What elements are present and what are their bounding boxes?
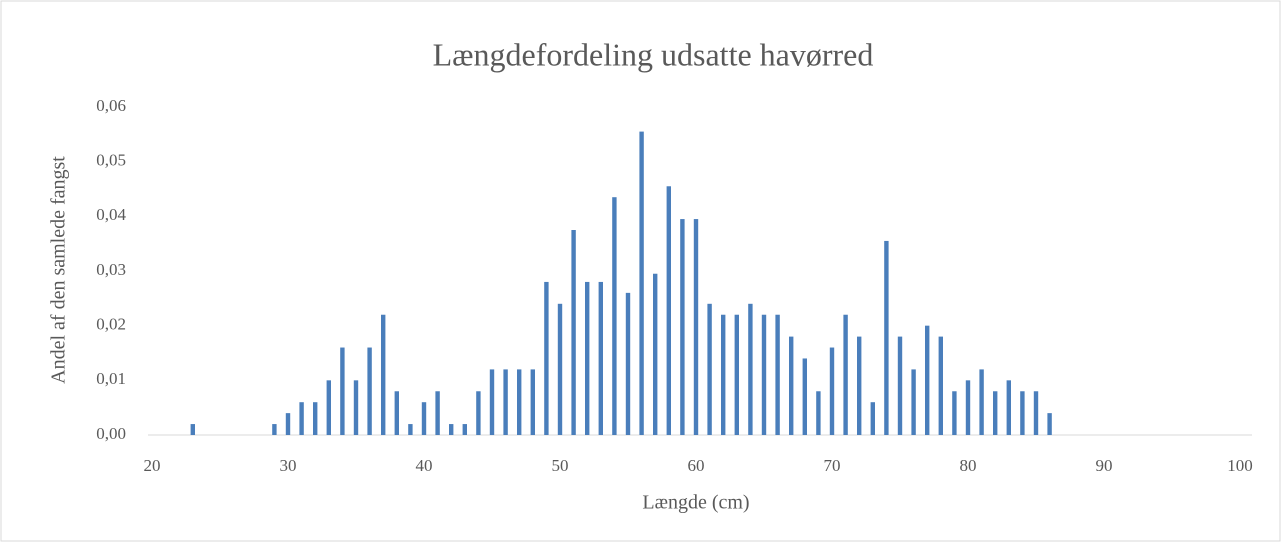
y-tick-label: 0,03 [96, 260, 126, 279]
bar [530, 369, 535, 435]
bar [285, 413, 291, 435]
bar [707, 303, 712, 435]
bar [612, 197, 617, 435]
bar [965, 380, 971, 435]
bar [884, 240, 889, 435]
bar [802, 358, 807, 435]
x-tick-label: 60 [688, 456, 705, 475]
bar [693, 219, 699, 435]
bar [979, 369, 984, 435]
bar [503, 369, 508, 435]
x-tick-label: 50 [552, 456, 569, 475]
y-tick-label: 0,05 [96, 151, 126, 170]
x-tick-label: 70 [824, 456, 841, 475]
bar [367, 347, 372, 435]
y-tick-label: 0,01 [96, 369, 126, 388]
bar [421, 402, 427, 435]
bar [394, 391, 399, 435]
bar [721, 314, 726, 435]
bar [734, 314, 739, 435]
bar [598, 281, 603, 435]
bar [1020, 391, 1025, 435]
bar [517, 369, 522, 435]
bar [639, 131, 644, 435]
bar [1033, 391, 1039, 435]
bar [326, 380, 331, 435]
bar [1006, 380, 1011, 435]
bar [829, 347, 835, 435]
bar [489, 369, 495, 435]
bar [340, 347, 345, 435]
bar [381, 314, 386, 435]
bar [789, 336, 794, 435]
x-tick-label: 40 [416, 456, 433, 475]
bar [843, 314, 848, 435]
bar [857, 336, 862, 435]
bar [557, 303, 563, 435]
bar [449, 424, 454, 435]
x-tick-label: 90 [1096, 456, 1113, 475]
x-tick-label: 30 [280, 456, 297, 475]
bar [190, 424, 195, 435]
y-tick-label: 0,00 [96, 424, 126, 443]
bar [911, 369, 916, 435]
chart-title: Længdefordeling udsatte havørred [433, 36, 874, 72]
bar [680, 219, 685, 435]
bar [938, 336, 943, 435]
bar [571, 230, 576, 435]
x-tick-label: 20 [144, 456, 161, 475]
x-tick-label: 80 [960, 456, 977, 475]
bar [870, 402, 875, 435]
bar [625, 292, 631, 435]
bar [353, 380, 359, 435]
bar [925, 325, 930, 435]
bar [408, 424, 413, 435]
y-tick-label: 0,06 [96, 96, 126, 115]
bar [761, 314, 767, 435]
bar [299, 402, 304, 435]
x-tick-label: 100 [1227, 456, 1253, 475]
bar [748, 303, 753, 435]
bar [476, 391, 481, 435]
bar [272, 424, 277, 435]
bar [313, 402, 318, 435]
bar [816, 391, 821, 435]
x-axis-label: Længde (cm) [642, 492, 749, 514]
bar [897, 336, 903, 435]
bar [585, 281, 590, 435]
y-axis-label: Andel af den samlede fangst [48, 156, 70, 384]
bar [435, 391, 440, 435]
bar [775, 314, 780, 435]
y-tick-label: 0,04 [96, 205, 126, 224]
bar [952, 391, 957, 435]
bar [666, 186, 671, 435]
bar [462, 424, 467, 435]
bar [1047, 413, 1052, 435]
bar [993, 391, 998, 435]
y-tick-label: 0,02 [96, 315, 126, 334]
bar [544, 281, 549, 435]
bar [653, 273, 658, 435]
